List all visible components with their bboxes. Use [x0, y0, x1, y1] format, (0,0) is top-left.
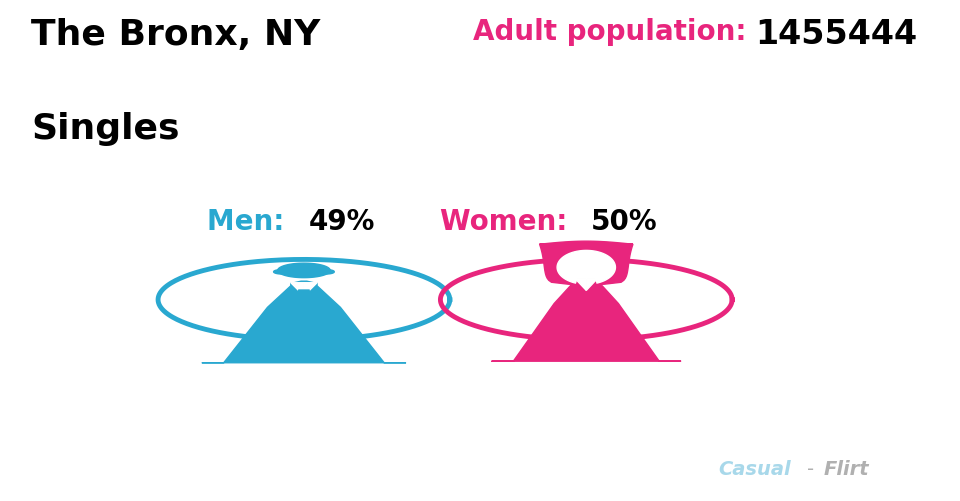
Polygon shape	[318, 270, 334, 275]
Polygon shape	[587, 279, 598, 291]
Text: Women:: Women:	[440, 207, 587, 235]
Text: Singles: Singles	[31, 112, 180, 146]
Text: 1455444: 1455444	[756, 18, 918, 51]
Polygon shape	[540, 241, 633, 285]
Text: 50%: 50%	[591, 207, 658, 235]
Polygon shape	[291, 283, 304, 296]
Polygon shape	[576, 280, 596, 286]
Polygon shape	[492, 279, 681, 362]
Polygon shape	[277, 264, 330, 278]
Text: Adult population:: Adult population:	[473, 18, 766, 46]
Text: Casual: Casual	[718, 459, 791, 478]
Text: Flirt: Flirt	[824, 459, 869, 478]
Text: Men:: Men:	[207, 207, 304, 235]
Polygon shape	[299, 291, 310, 294]
Polygon shape	[202, 282, 406, 363]
Text: 49%: 49%	[309, 207, 375, 235]
Text: The Bronx, NY: The Bronx, NY	[31, 18, 321, 52]
Polygon shape	[575, 279, 587, 291]
Text: -: -	[807, 459, 814, 478]
Polygon shape	[294, 294, 314, 330]
Polygon shape	[557, 251, 615, 285]
Polygon shape	[274, 270, 290, 275]
Polygon shape	[304, 283, 317, 296]
